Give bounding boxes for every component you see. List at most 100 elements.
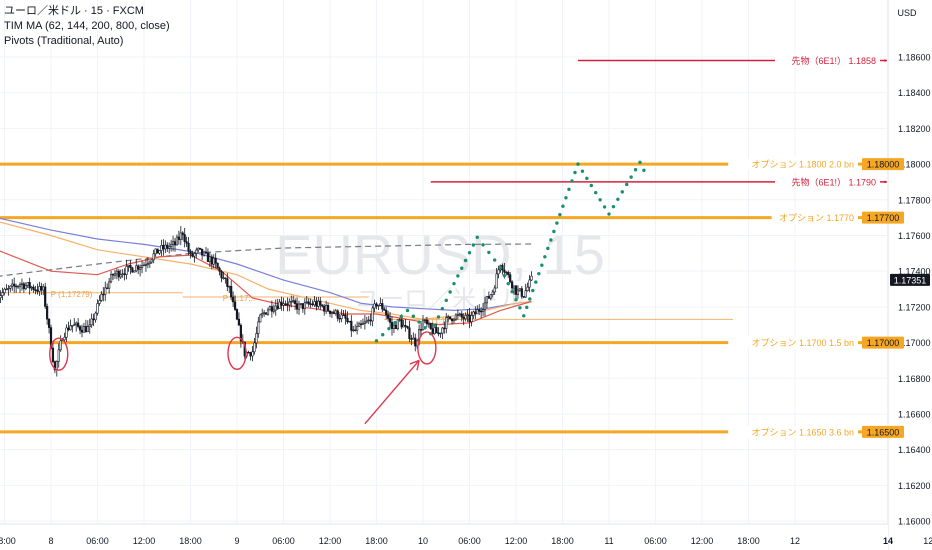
candle-body: [133, 270, 136, 273]
price-axis[interactable]: USD 1.18600 1.18400 1.18200 1.18000 1.17800 1.…: [887, 0, 932, 550]
candle-body: [441, 327, 444, 334]
candle-body: [433, 327, 436, 335]
candle-body: [131, 267, 134, 273]
projection-dot: [436, 315, 441, 319]
candle-body: [166, 244, 169, 249]
candle-body: [117, 270, 120, 278]
projection-dot: [543, 255, 547, 259]
price-tick-label: 1.16200: [898, 481, 931, 491]
candle-body: [266, 309, 270, 315]
currency-label: USD: [897, 8, 917, 18]
projection-dot: [452, 281, 456, 286]
level-label-3: オプション 1.1650 3.6 bn: [751, 427, 854, 437]
price-tick-label: 1.16400: [898, 445, 931, 455]
candle-body: [514, 285, 518, 295]
annotation-arrow-head: [409, 359, 420, 365]
projection-dot: [510, 290, 514, 294]
time-tick-label: 18:00: [737, 536, 760, 546]
price-tick-label: 1.17400: [898, 267, 931, 277]
candle-body: [42, 286, 45, 291]
candle-body: [400, 319, 403, 328]
candle-body: [276, 305, 279, 309]
price-tick-label: 1.18600: [898, 52, 931, 62]
time-tick-label: 9: [234, 536, 239, 546]
time-axis[interactable]: 18:00 8 06:00 12:00 18:00 9 06:00 12:00 18:00 10 0…: [0, 523, 932, 550]
projection-dot: [423, 326, 427, 330]
candle-body: [396, 319, 399, 330]
time-tick-label: 12:00: [923, 536, 932, 546]
projection-dot: [514, 298, 518, 302]
candle-body: [485, 296, 489, 304]
candle-body: [379, 303, 382, 306]
candle-body: [86, 326, 89, 333]
candle-body: [284, 303, 287, 305]
candle-body: [140, 265, 144, 268]
candle-body: [348, 320, 351, 323]
candle-body: [146, 263, 149, 265]
legend-ma[interactable]: TIM MA (62, 144, 200, 800, close): [4, 20, 170, 32]
projection-dot: [534, 280, 538, 284]
time-tick-label: 12:00: [133, 536, 156, 546]
candle-body: [18, 284, 22, 287]
candle-body: [357, 323, 361, 327]
ma-dashed: [0, 243, 532, 277]
time-tick-label: 18:00: [0, 536, 16, 546]
candle-body: [356, 326, 359, 331]
candle-body: [288, 301, 291, 306]
candle-body: [493, 287, 496, 293]
legend-symbol[interactable]: ユーロ／米ドル · 15 · FXCM: [4, 5, 144, 17]
candle-body: [421, 319, 425, 330]
candle-body: [77, 322, 80, 327]
level-label-bg: [728, 336, 858, 349]
projection-dot: [432, 323, 437, 328]
projection-dot: [444, 298, 448, 303]
candle-body: [44, 286, 47, 307]
candle-body: [162, 245, 165, 250]
candle-body: [67, 327, 70, 331]
level-label-bg: [775, 54, 880, 67]
price-tick-label: 1.16600: [898, 409, 931, 419]
candle-body: [336, 310, 339, 319]
projection-dot: [629, 175, 633, 179]
candle-body: [80, 329, 84, 333]
projection-dot: [594, 190, 598, 195]
candle-body: [154, 248, 157, 255]
candle-body: [11, 283, 14, 287]
level-tag-2: 1.17000: [867, 338, 900, 348]
annotations: [49, 331, 437, 425]
candle-body: [94, 312, 97, 321]
time-tick-label: 12: [790, 536, 800, 546]
candle-body: [119, 274, 122, 278]
projection-dot: [481, 243, 485, 247]
candle-body: [204, 251, 208, 254]
candle-body: [419, 329, 423, 331]
time-tick-label: 10: [418, 536, 428, 546]
projection-dot: [580, 169, 585, 173]
candle-body: [3, 288, 6, 293]
projection-dot: [393, 320, 397, 325]
candle-body: [65, 327, 68, 338]
candle-body: [526, 286, 529, 292]
candle-body: [313, 301, 316, 306]
time-tick-label: 11: [604, 536, 613, 546]
candle-body: [491, 291, 494, 296]
candle-body: [16, 285, 20, 288]
candle-body: [55, 361, 58, 371]
candle-body: [330, 312, 334, 314]
candle-body: [75, 322, 78, 325]
projection-dot: [463, 258, 468, 263]
candle-body: [233, 301, 237, 310]
candle-body: [150, 259, 153, 263]
candle-body: [237, 318, 241, 326]
price-tick-label: 1.18400: [898, 88, 931, 98]
legend-pivots[interactable]: Pivots (Traditional, Auto): [4, 35, 124, 47]
candle-body: [371, 307, 374, 322]
projection-dot: [546, 246, 550, 251]
candle-body: [454, 314, 458, 320]
projection-dot: [589, 183, 593, 188]
candle-body: [375, 303, 378, 307]
projection-dot: [625, 182, 629, 187]
candle-body: [181, 232, 184, 235]
candle-body: [199, 247, 202, 250]
